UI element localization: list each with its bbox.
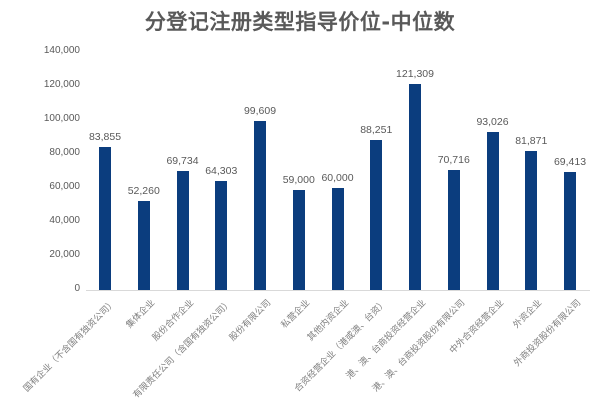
y-axis-tick-label: 60,000 [49, 181, 80, 192]
y-axis-tick-label: 40,000 [49, 215, 80, 226]
bar [215, 180, 228, 290]
bar [331, 188, 344, 290]
bar-value-label: 83,855 [88, 131, 122, 144]
x-axis-line [86, 290, 590, 291]
y-axis-tick-label: 80,000 [49, 147, 80, 158]
x-axis-category-label: 私营企业 [279, 298, 312, 331]
bar-value-label: 88,251 [360, 123, 393, 136]
bar [370, 139, 383, 290]
bar [409, 83, 421, 290]
y-axis-tick-label: 100,000 [43, 113, 80, 124]
bar-value-label: 93,026 [476, 115, 509, 128]
x-axis-category-label: 外商投资股份有限公司 [512, 298, 584, 369]
bar-value-label: 64,303 [205, 164, 238, 177]
x-axis-category-label: 外资企业 [511, 298, 545, 331]
bar-value-label: 60,000 [321, 172, 354, 184]
y-axis-tick-label: 120,000 [43, 79, 80, 90]
bar-value-label: 121,309 [396, 67, 434, 80]
bar [525, 150, 538, 290]
bar-value-label: 69,734 [166, 155, 199, 168]
bar-value-label: 99,609 [243, 104, 277, 117]
x-axis-category-label: 集体企业 [124, 298, 157, 331]
bar [486, 131, 499, 290]
bar [137, 201, 150, 290]
bar-value-label: 52,260 [127, 185, 160, 198]
bar [564, 171, 576, 290]
y-axis-tick-label: 140,000 [43, 45, 80, 56]
bar [292, 189, 305, 290]
y-axis-tick-label: 20,000 [49, 249, 80, 260]
bar-value-label: 69,413 [553, 155, 587, 168]
bar [447, 169, 460, 290]
bar-value-label: 70,716 [437, 153, 470, 166]
bar [176, 171, 189, 290]
bar-value-label: 81,871 [515, 134, 548, 147]
bar-value-label: 59,000 [282, 173, 315, 186]
bar [254, 120, 266, 290]
y-axis-tick-label: 0 [74, 283, 80, 294]
chart-title: 分登记注册类型指导价位-中位数 [144, 10, 456, 34]
x-axis-category-label: 国有企业（不含国有独资公司） [22, 298, 119, 395]
bar [99, 147, 111, 290]
